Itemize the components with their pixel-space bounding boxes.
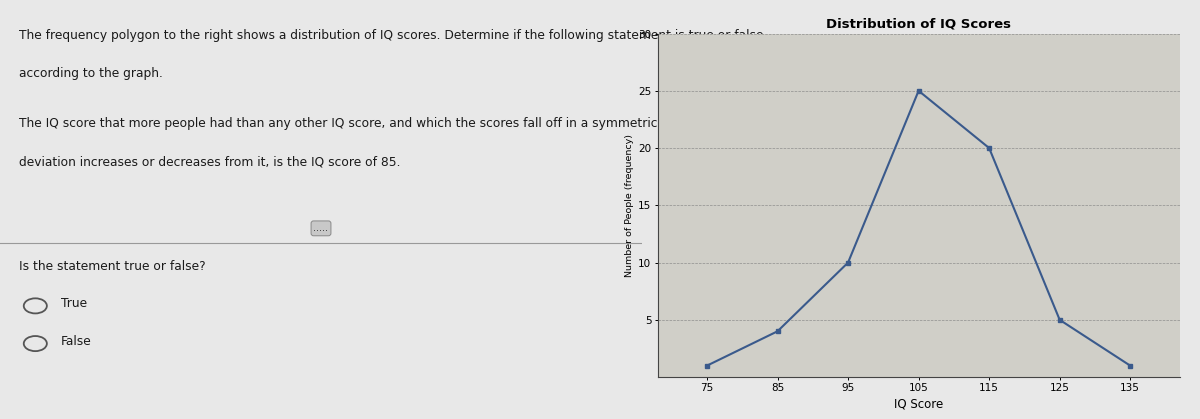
Text: True: True xyxy=(61,297,88,310)
Title: Distribution of IQ Scores: Distribution of IQ Scores xyxy=(826,18,1012,31)
Text: .....: ..... xyxy=(313,223,329,233)
Text: The frequency polygon to the right shows a distribution of IQ scores. Determine : The frequency polygon to the right shows… xyxy=(19,29,763,42)
Y-axis label: Number of People (frequency): Number of People (frequency) xyxy=(625,134,634,277)
Text: False: False xyxy=(61,335,91,348)
Text: Is the statement true or false?: Is the statement true or false? xyxy=(19,260,206,273)
Text: deviation increases or decreases from it, is the IQ score of 85.: deviation increases or decreases from it… xyxy=(19,155,401,168)
X-axis label: IQ Score: IQ Score xyxy=(894,398,943,411)
Text: The IQ score that more people had than any other IQ score, and which the scores : The IQ score that more people had than a… xyxy=(19,117,762,130)
Text: according to the graph.: according to the graph. xyxy=(19,67,163,80)
